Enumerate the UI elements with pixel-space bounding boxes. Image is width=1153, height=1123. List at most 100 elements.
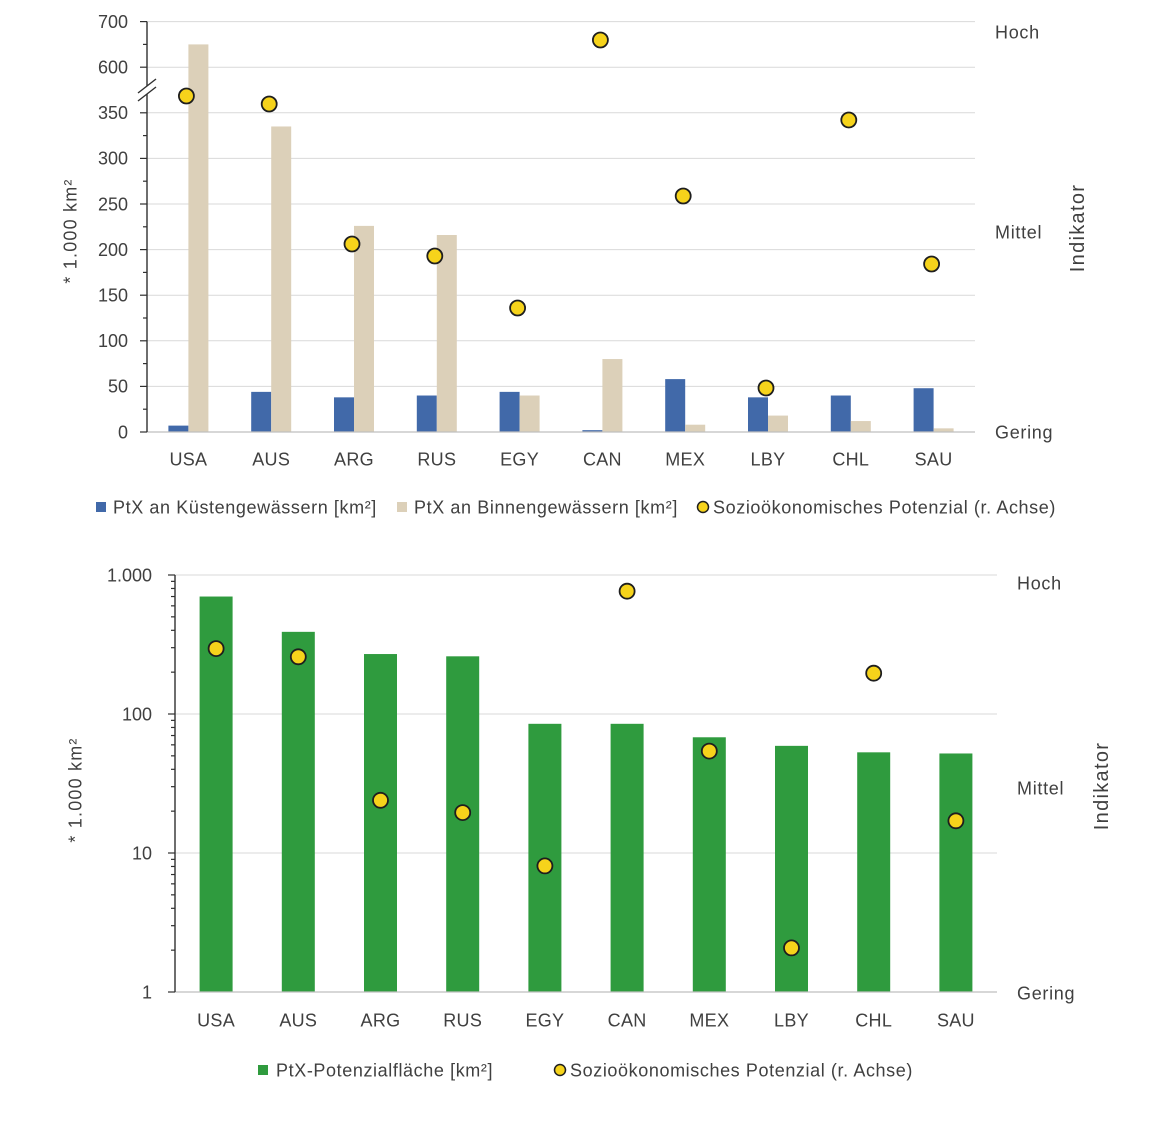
y-tick-label: 1 [142,982,152,1002]
y2-tick-label: Mittel [995,222,1042,242]
marker-socioeconomic-can [618,582,636,600]
y2-axis-title: Indikator [1067,184,1089,272]
legend-item-socioeconomic: Sozioökonomisches Potenzial (r. Achse) [553,1060,913,1080]
y-tick-label: 600 [98,58,128,78]
y-tick-label: 300 [98,149,128,169]
legend-item-socioeconomic: Sozioökonomisches Potenzial (r. Achse) [696,497,1056,517]
y-tick-label: 100 [122,704,152,724]
x-tick-label-arg: ARG [334,449,374,469]
bar-inland-mex [685,424,706,432]
bar-inland-egy [519,395,540,432]
marker-socioeconomic-arg [372,791,389,809]
y2-tick-label: Gering [995,422,1053,442]
y-tick-label: 150 [98,286,128,306]
marker-socioeconomic-rus [454,804,472,821]
bar-coastal-egy [499,391,520,432]
marker-socioeconomic-lby [783,939,800,957]
y2-tick-labels: Gering Mittel Hoch [1017,573,1075,1003]
legend-swatch-ptx-area [258,1065,268,1075]
bar-coastal-aus [251,391,272,432]
bar-coastal-arg [334,397,354,432]
y2-tick-label: Gering [1017,983,1075,1003]
bar-inland-aus [271,126,292,432]
x-tick-label-usa: USA [169,449,207,469]
y-tick-label: 100 [98,331,128,351]
x-tick-label-can: CAN [608,1010,647,1030]
x-tick-label-arg: ARG [361,1010,401,1030]
bar-inland-rus [436,235,457,432]
bar-ptx-area-chl [857,752,891,992]
chart-top-coastal-inland: * 1.000 km² Indikator PtX an Küstengewäs… [60,12,1089,517]
axis-break-mark [137,86,157,102]
y-tick-label: 200 [98,240,128,260]
bar-inland-chl [850,421,871,432]
legend: PtX-Potenzialfläche [km²] Sozioökonomisc… [258,1060,913,1080]
marker-socioeconomic-rus [426,247,444,265]
marker-socioeconomic-mex [674,187,692,205]
x-tick-label-lby: LBY [751,449,786,469]
marker-socioeconomic-egy [536,857,554,875]
marker-socioeconomic-can [592,31,609,49]
chart-bottom-ptx-area: * 1.000 km² Indikator PtX-Potenzialfläch… [65,565,1113,1080]
bar-inland-arg [354,225,374,432]
x-tick-label-sau: SAU [915,449,953,469]
x-tick-label-chl: CHL [855,1010,892,1030]
legend-label-socioeconomic: Sozioökonomisches Potenzial (r. Achse) [570,1060,913,1080]
bar-series-ptx-area [199,596,973,992]
bar-inland-usa [188,44,209,433]
legend-marker-socioeconomic [553,1063,567,1077]
y-tick-label: 0 [118,422,128,442]
marker-socioeconomic-sau [947,812,965,830]
bar-series-inland [188,44,954,433]
bar-ptx-area-sau [939,753,973,992]
y-tick-label: 700 [98,12,128,32]
bar-inland-can [602,359,623,432]
marker-series-socioeconomic [207,582,965,957]
y-tick-label: 250 [98,194,128,214]
axis-break-mark [137,78,157,94]
y-tick-label: 10 [132,843,152,863]
x-tick-labels: USA AUS ARG RUS EGY CAN MEX LBY CHL SAU [197,1010,974,1030]
bar-coastal-lby [748,397,768,432]
y-tick-label: 50 [108,377,128,397]
legend-item-inland: PtX an Binnengewässern [km²] [397,497,678,517]
bars [199,596,973,992]
x-tick-label-rus: RUS [417,449,456,469]
legend-label-ptx-area: PtX-Potenzialfläche [km²] [276,1060,493,1080]
x-tick-label-lby: LBY [774,1010,809,1030]
marker-socioeconomic-egy [509,299,526,317]
bar-coastal-usa [168,425,189,432]
legend-swatch-inland [397,502,407,512]
marker-socioeconomic-usa [207,640,225,657]
bar-coastal-rus [416,395,437,432]
y2-tick-label: Hoch [1017,573,1062,593]
bar-coastal-mex [665,379,686,432]
marker-socioeconomic-aus [289,648,307,666]
bar-ptx-area-usa [199,596,233,992]
legend-item-ptx-area: PtX-Potenzialfläche [km²] [258,1060,493,1080]
marker-socioeconomic-sau [923,255,940,273]
x-tick-label-egy: EGY [525,1010,564,1030]
legend-label-inland: PtX an Binnengewässern [km²] [414,497,678,517]
y-tick-label: 350 [98,103,128,123]
x-tick-label-mex: MEX [689,1010,729,1030]
legend-label-socioeconomic: Sozioökonomisches Potenzial (r. Achse) [713,497,1056,517]
y2-tick-label: Mittel [1017,778,1064,798]
x-tick-label-mex: MEX [665,449,705,469]
legend-label-coastal: PtX an Küstengewässern [km²] [113,497,377,517]
bar-ptx-area-aus [281,631,315,992]
marker-socioeconomic-lby [757,379,775,397]
x-tick-label-can: CAN [583,449,622,469]
bar-series-coastal [168,379,934,432]
marker-socioeconomic-chl [865,664,883,682]
bar-coastal-can [582,430,603,432]
x-tick-label-aus: AUS [252,449,290,469]
x-tick-label-egy: EGY [500,449,539,469]
marker-socioeconomic-chl [840,111,858,129]
marker-series-socioeconomic [177,31,940,397]
bar-ptx-area-arg [364,654,397,992]
bar-ptx-area-rus [446,656,480,992]
marker-socioeconomic-mex [700,742,718,760]
y2-tick-label: Hoch [995,22,1040,42]
